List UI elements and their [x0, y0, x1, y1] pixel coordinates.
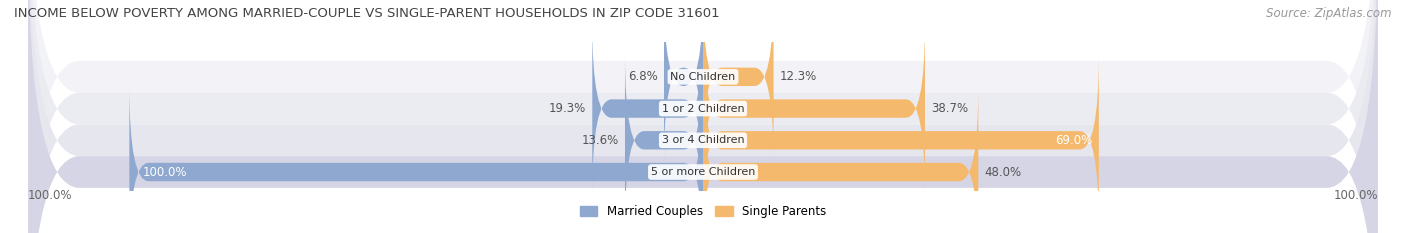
- Text: INCOME BELOW POVERTY AMONG MARRIED-COUPLE VS SINGLE-PARENT HOUSEHOLDS IN ZIP COD: INCOME BELOW POVERTY AMONG MARRIED-COUPL…: [14, 7, 720, 20]
- Text: 48.0%: 48.0%: [984, 165, 1022, 178]
- FancyBboxPatch shape: [28, 0, 1378, 233]
- Text: 6.8%: 6.8%: [628, 70, 658, 83]
- FancyBboxPatch shape: [703, 54, 1099, 226]
- FancyBboxPatch shape: [703, 86, 979, 233]
- FancyBboxPatch shape: [129, 86, 703, 233]
- Text: Source: ZipAtlas.com: Source: ZipAtlas.com: [1267, 7, 1392, 20]
- FancyBboxPatch shape: [28, 0, 1378, 233]
- Text: 19.3%: 19.3%: [548, 102, 586, 115]
- FancyBboxPatch shape: [592, 23, 703, 195]
- Text: No Children: No Children: [671, 72, 735, 82]
- Text: 100.0%: 100.0%: [1333, 189, 1378, 202]
- FancyBboxPatch shape: [626, 54, 703, 226]
- Text: 69.0%: 69.0%: [1054, 134, 1092, 147]
- Text: 100.0%: 100.0%: [28, 189, 73, 202]
- FancyBboxPatch shape: [28, 0, 1378, 233]
- Text: 5 or more Children: 5 or more Children: [651, 167, 755, 177]
- Legend: Married Couples, Single Parents: Married Couples, Single Parents: [579, 205, 827, 218]
- Text: 38.7%: 38.7%: [931, 102, 969, 115]
- Text: 1 or 2 Children: 1 or 2 Children: [662, 103, 744, 113]
- FancyBboxPatch shape: [664, 0, 703, 163]
- Text: 12.3%: 12.3%: [780, 70, 817, 83]
- FancyBboxPatch shape: [28, 0, 1378, 233]
- Text: 100.0%: 100.0%: [142, 165, 187, 178]
- Text: 3 or 4 Children: 3 or 4 Children: [662, 135, 744, 145]
- Text: 13.6%: 13.6%: [581, 134, 619, 147]
- FancyBboxPatch shape: [703, 23, 925, 195]
- FancyBboxPatch shape: [703, 0, 773, 163]
